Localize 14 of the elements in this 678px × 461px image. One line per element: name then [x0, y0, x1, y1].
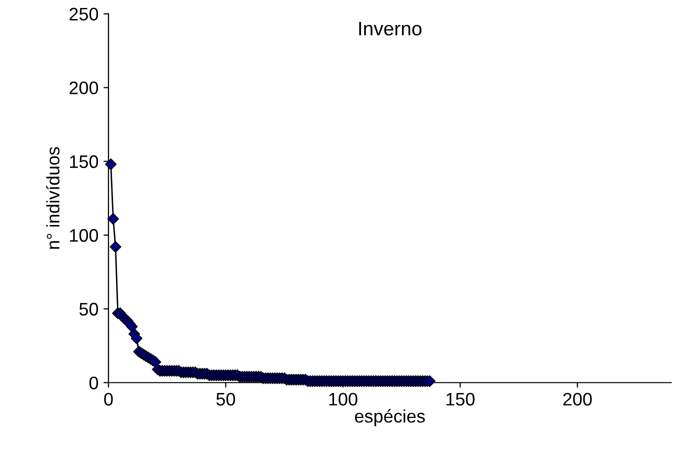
x-tick-label: 0: [104, 392, 113, 406]
y-tick-label: 200: [70, 82, 98, 94]
y-axis-title: n° indivíduos: [46, 147, 60, 249]
x-tick-label: 100: [329, 392, 358, 406]
x-tick-label: 50: [216, 392, 236, 406]
y-tick-label: 0: [89, 376, 98, 390]
chart-title: Inverno: [359, 22, 422, 36]
y-tick-label: 50: [79, 302, 98, 316]
x-tick-label: 150: [446, 392, 475, 406]
x-axis-title: espécies: [354, 409, 425, 426]
x-tick-label: 200: [563, 392, 592, 406]
y-tick-label: 250: [70, 8, 98, 21]
y-tick-label: 100: [70, 229, 98, 242]
y-tick-label: 150: [70, 155, 98, 168]
